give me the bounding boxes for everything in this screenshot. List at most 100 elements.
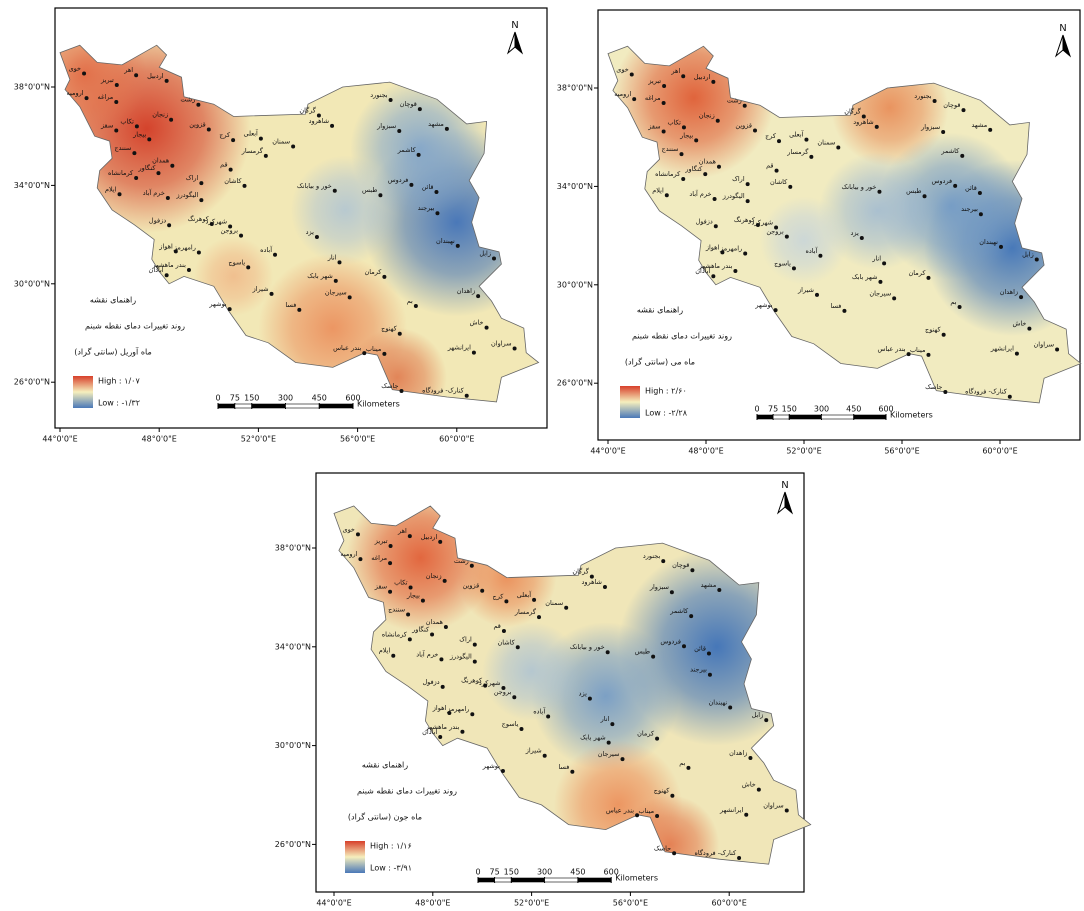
city-label: سراوان xyxy=(1034,340,1055,348)
city-label: کنگاور xyxy=(138,164,157,172)
city-label: میناب xyxy=(910,346,926,354)
scale-segment xyxy=(251,403,286,409)
city-dot xyxy=(988,127,993,132)
city-dot xyxy=(906,352,911,357)
scale-segment xyxy=(853,414,887,420)
city-label: کهنوج xyxy=(654,787,671,795)
lon-label: 44°0'0"E xyxy=(316,899,351,908)
city-label: خاش xyxy=(1012,320,1026,328)
city-dot xyxy=(263,153,268,158)
city-dot xyxy=(164,273,169,278)
city-dot xyxy=(206,127,211,132)
city-dot xyxy=(744,812,749,817)
city-dot xyxy=(228,224,233,229)
scale-label: 450 xyxy=(846,405,861,414)
north-label: N xyxy=(781,480,788,491)
city-label: ارومیه xyxy=(614,90,631,98)
lon-label: 52°0'0"E xyxy=(786,447,821,456)
city-dot xyxy=(542,753,547,758)
city-dot xyxy=(587,696,592,701)
lat-label: 34°0'0"N xyxy=(14,181,50,190)
city-dot xyxy=(892,296,897,301)
legend-title: راهنمای نقشه xyxy=(90,296,136,305)
city-dot xyxy=(978,212,983,217)
city-dot xyxy=(632,97,637,102)
city-label: انار xyxy=(327,253,337,261)
scale-unit: Kilometers xyxy=(357,400,400,409)
legend-month: ماه جون (سانتی گراد) xyxy=(348,812,422,822)
surface-blob xyxy=(818,152,937,270)
city-label: دزفول xyxy=(149,216,166,224)
city-dot xyxy=(134,124,139,129)
scale-label: 300 xyxy=(537,868,552,877)
city-dot xyxy=(748,755,753,760)
city-dot xyxy=(391,653,396,658)
city-dot xyxy=(791,266,796,271)
city-label: مشهد xyxy=(428,120,444,128)
city-dot xyxy=(469,563,474,568)
city-dot xyxy=(804,137,809,142)
city-dot xyxy=(629,72,634,77)
city-label: کنگاور xyxy=(684,165,703,173)
city-label: شهرکرد xyxy=(206,217,228,225)
city-label: بوشهر xyxy=(482,762,500,770)
city-dot xyxy=(471,350,476,355)
city-dot xyxy=(716,164,721,169)
scale-segment xyxy=(821,414,855,420)
city-dot xyxy=(134,73,139,78)
city-dot xyxy=(1027,326,1032,331)
city-label: خوی xyxy=(69,64,81,72)
city-dot xyxy=(447,710,452,715)
city-dot xyxy=(707,672,712,677)
city-dot xyxy=(227,307,232,312)
city-label: بیجار xyxy=(132,130,146,138)
city-dot xyxy=(711,274,716,279)
city-label: سیرجان xyxy=(869,289,891,297)
city-dot xyxy=(114,128,119,133)
legend-low: Low : -۱/۳۲ xyxy=(98,399,140,408)
city-dot xyxy=(242,183,247,188)
city-label: گرگان xyxy=(299,107,316,115)
city-label: کرمان xyxy=(637,730,655,738)
city-dot xyxy=(836,145,841,150)
lon-label: 60°0'0"E xyxy=(712,899,747,908)
scale-label: 150 xyxy=(244,394,259,403)
scale-label: 450 xyxy=(570,868,585,877)
city-label: تبریز xyxy=(374,537,388,545)
city-dot xyxy=(715,118,720,123)
city-dot xyxy=(388,98,393,103)
lat-label: 38°0'0"N xyxy=(14,83,50,92)
city-label: شیراز xyxy=(797,286,814,294)
city-label: بروجن xyxy=(494,688,512,696)
scale-segment xyxy=(494,877,512,883)
city-label: نهبندان xyxy=(708,699,727,707)
city-dot xyxy=(435,211,440,216)
city-label: گرمسار xyxy=(514,608,537,616)
city-dot xyxy=(877,189,882,194)
city-label: اهر xyxy=(670,67,680,75)
city-dot xyxy=(388,561,393,566)
city-dot xyxy=(258,136,263,141)
city-label: ایلام xyxy=(652,186,664,194)
city-label: تبریز xyxy=(100,76,114,84)
city-dot xyxy=(470,712,475,717)
city-dot xyxy=(407,534,412,539)
city-dot xyxy=(440,684,445,689)
city-dot xyxy=(788,184,793,189)
city-dot xyxy=(784,234,789,239)
city-label: قم xyxy=(493,622,500,630)
city-label: یزد xyxy=(306,228,314,236)
city-dot xyxy=(413,303,418,308)
scale-segment xyxy=(234,403,253,409)
city-label: زابل xyxy=(752,711,764,719)
city-dot xyxy=(818,253,823,258)
city-label: کاشمر xyxy=(940,147,960,155)
city-label: طبس xyxy=(635,648,650,656)
city-dot xyxy=(532,597,537,602)
city-dot xyxy=(661,559,666,564)
city-label: مراغه xyxy=(98,93,114,101)
city-dot xyxy=(407,637,412,642)
city-label: بم xyxy=(950,298,956,306)
city-dot xyxy=(720,250,725,255)
city-label: اراک xyxy=(186,174,199,182)
